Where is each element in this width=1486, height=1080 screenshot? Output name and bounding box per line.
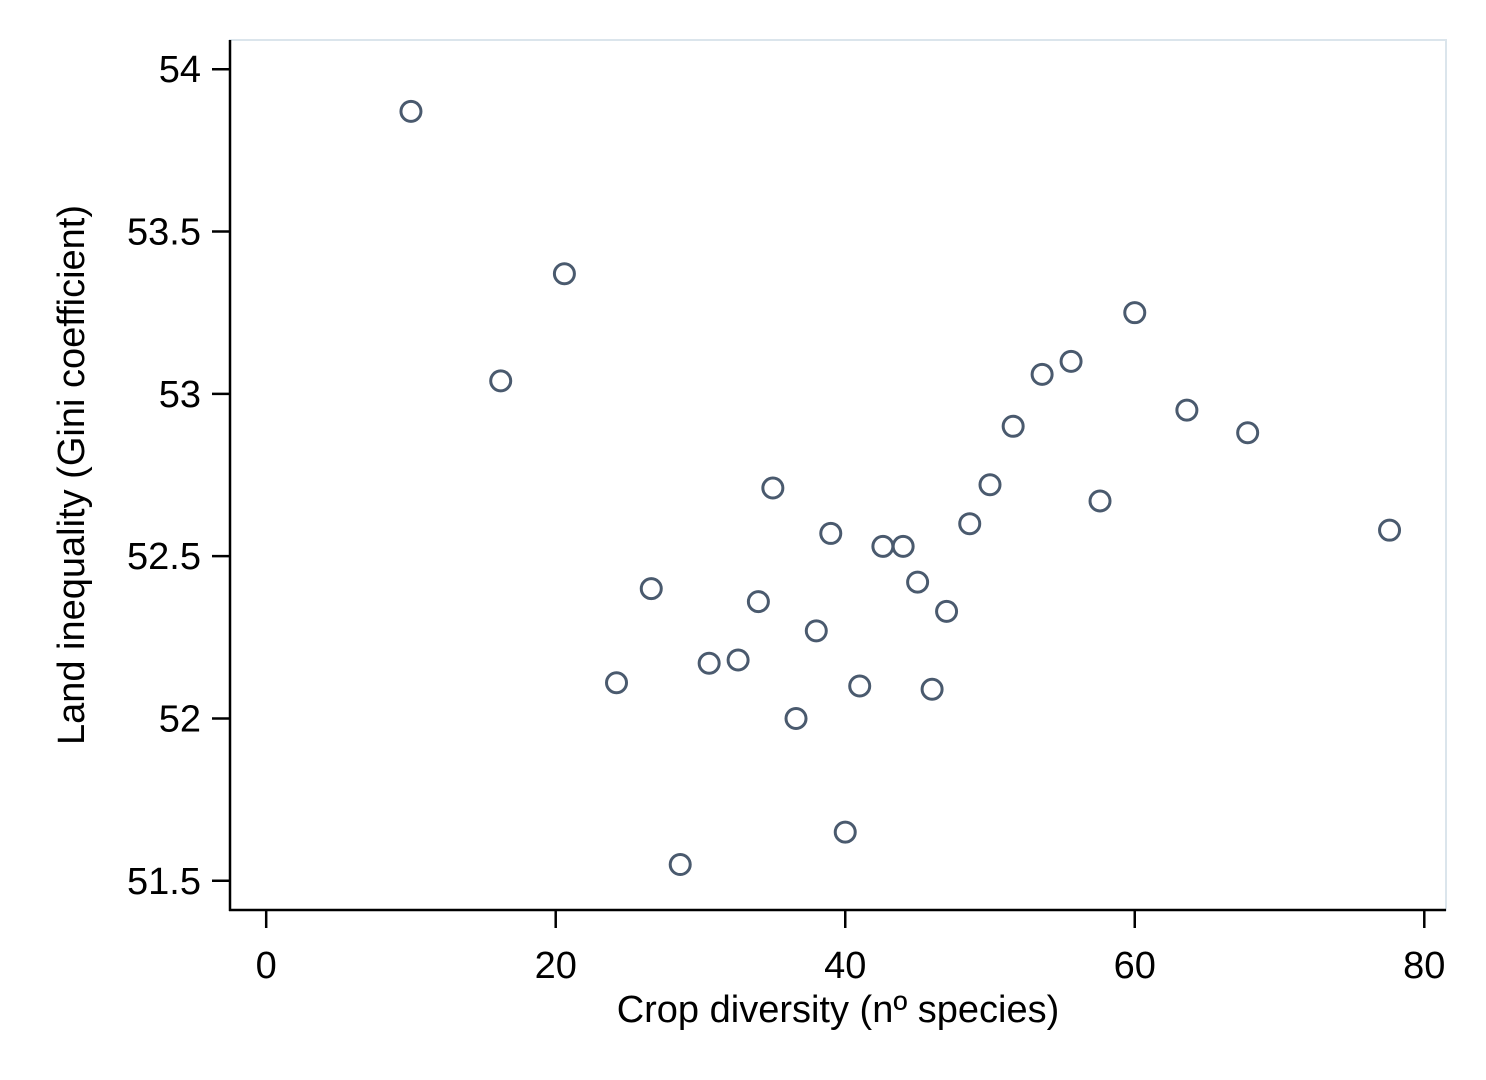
y-tick-label: 54 <box>159 49 201 91</box>
data-point <box>639 577 663 601</box>
y-tick-label: 53 <box>159 374 201 416</box>
data-point <box>871 534 895 558</box>
data-point <box>746 590 770 614</box>
data-point <box>833 820 857 844</box>
x-axis-title: Crop diversity (nº species) <box>617 989 1060 1031</box>
x-tick-label: 80 <box>1403 945 1445 987</box>
data-point <box>399 99 423 123</box>
data-point <box>906 570 930 594</box>
data-point <box>552 262 576 286</box>
data-point <box>920 677 944 701</box>
data-point <box>726 648 750 672</box>
y-tick-label: 52.5 <box>127 536 201 578</box>
y-axis-title: Land inequality (Gini coefficient) <box>51 205 93 745</box>
data-point <box>605 671 629 695</box>
data-point <box>819 521 843 545</box>
x-tick-label: 40 <box>824 945 866 987</box>
y-tick-label: 53.5 <box>127 212 201 254</box>
data-point <box>1123 301 1147 325</box>
data-point <box>1088 489 1112 513</box>
data-point <box>668 853 692 877</box>
data-point <box>1236 421 1260 445</box>
data-point <box>978 473 1002 497</box>
data-point <box>891 534 915 558</box>
data-point <box>697 651 721 675</box>
data-point <box>1175 398 1199 422</box>
y-tick-label: 51.5 <box>127 861 201 903</box>
x-axis-ticks: 0 20 40 60 80 <box>256 910 1445 987</box>
data-point <box>784 706 808 730</box>
data-point <box>1378 518 1402 542</box>
data-point <box>1059 349 1083 373</box>
data-point <box>1001 414 1025 438</box>
data-point <box>958 512 982 536</box>
x-tick-label: 60 <box>1114 945 1156 987</box>
x-tick-label: 20 <box>535 945 577 987</box>
data-point <box>848 674 872 698</box>
x-tick-label: 0 <box>256 945 277 987</box>
data-point <box>1030 362 1054 386</box>
data-point <box>804 619 828 643</box>
data-point <box>761 476 785 500</box>
y-tick-label: 52 <box>159 698 201 740</box>
y-axis-ticks: 51.5 52 52.5 53 53.5 54 <box>127 49 230 903</box>
data-point <box>935 599 959 623</box>
data-point <box>489 369 513 393</box>
data-points <box>399 99 1402 877</box>
plot-region-frame <box>229 39 1447 911</box>
